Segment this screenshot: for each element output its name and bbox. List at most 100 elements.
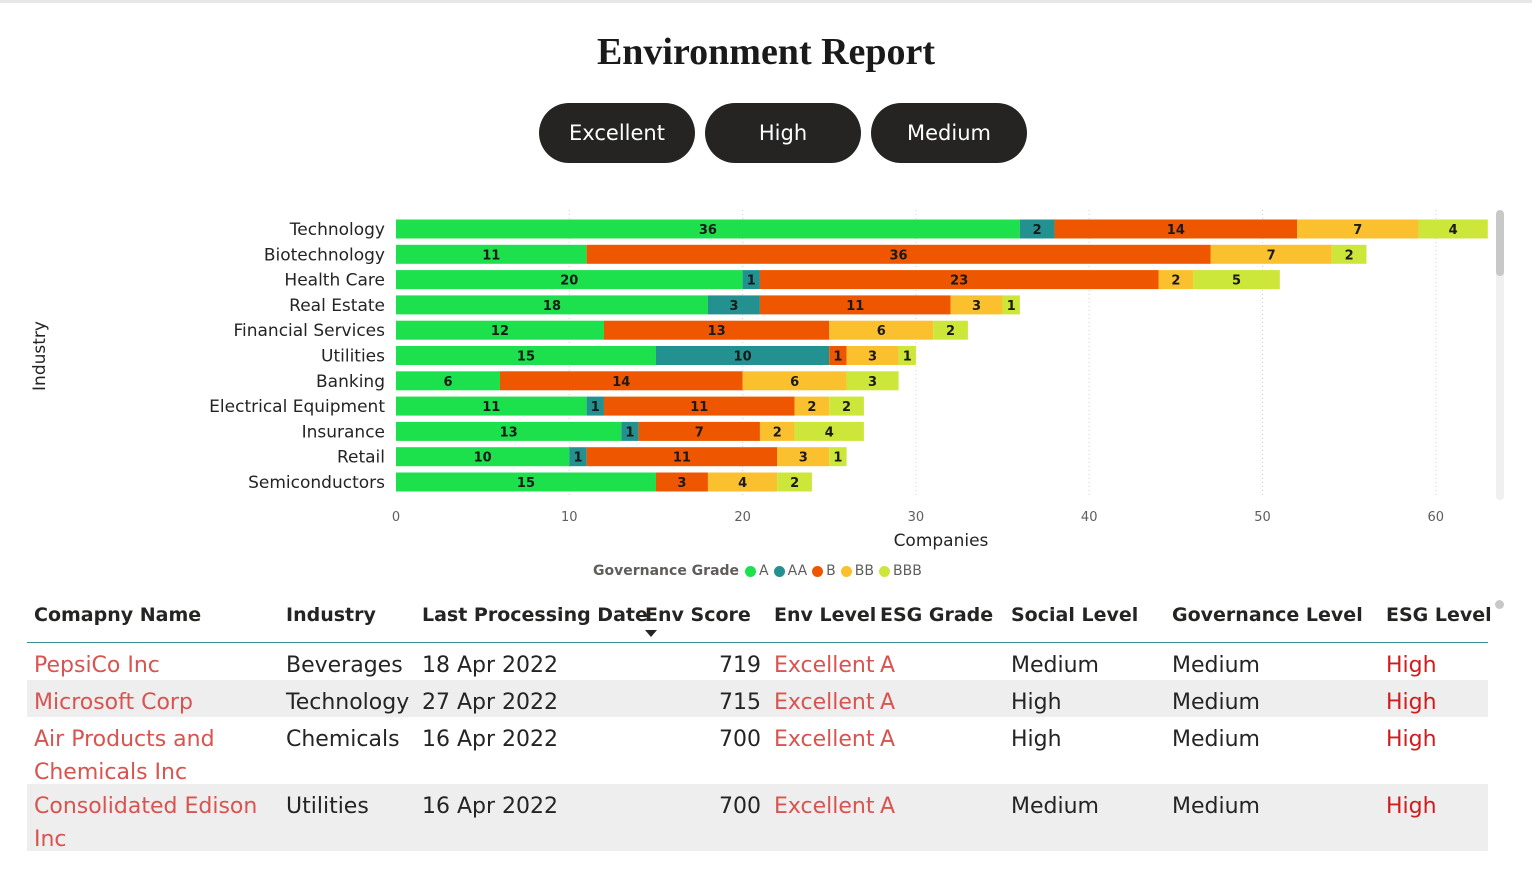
header-esg-grade[interactable]: ESG Grade xyxy=(880,604,994,626)
data-label: 1 xyxy=(573,451,582,466)
legend-item-a[interactable]: A xyxy=(745,563,769,579)
cell-company[interactable]: PepsiCo Inc xyxy=(34,649,160,682)
cell-esg-level: High xyxy=(1386,653,1437,678)
company-name-line: Chemicals Inc xyxy=(34,760,188,785)
data-label: 7 xyxy=(1267,248,1276,263)
bar-technology-b xyxy=(1054,219,1298,239)
data-label: 15 xyxy=(517,476,535,491)
data-label: 4 xyxy=(738,476,747,491)
cell-company[interactable]: Air Products and Chemicals Inc xyxy=(34,723,215,789)
industry-stacked-bar-chart: 0 10 20 30 40 50 60 Companies Industry Technology… xyxy=(30,210,1488,551)
bar-utilities-aa xyxy=(655,346,830,365)
data-label: 18 xyxy=(543,299,561,314)
data-label: 15 xyxy=(517,350,535,365)
data-label: 36 xyxy=(890,248,908,263)
cell-esg-grade: A xyxy=(880,794,896,819)
data-label: 11 xyxy=(482,248,500,263)
header-date[interactable]: Last Processing Date xyxy=(422,604,648,626)
cell-env-level: Excellent xyxy=(774,690,875,715)
header-governance-level[interactable]: Governance Level xyxy=(1172,604,1363,626)
legend-item-bbb[interactable]: BBB xyxy=(879,563,922,579)
data-label: 6 xyxy=(443,375,452,390)
header-env-level[interactable]: Env Level xyxy=(774,604,877,626)
data-label: 3 xyxy=(729,299,738,314)
bar-utilities-b xyxy=(829,346,847,365)
bar-banking-bbb xyxy=(846,371,899,391)
data-label: 10 xyxy=(474,451,492,466)
sort-descending-icon xyxy=(645,630,657,637)
cell-esg-grade: A xyxy=(880,653,896,678)
company-name-line: PepsiCo Inc xyxy=(34,653,160,678)
bar-banking-b xyxy=(499,371,743,391)
data-label: 4 xyxy=(1449,223,1458,238)
x-tick-label-20: 20 xyxy=(734,510,751,525)
data-label: 2 xyxy=(1033,223,1042,238)
x-axis-title: Companies xyxy=(894,531,989,551)
cell-industry: Chemicals xyxy=(286,727,400,752)
bar-insurance-a xyxy=(396,421,622,441)
bar-technology-bb xyxy=(1297,219,1419,239)
legend-item-aa[interactable]: AA xyxy=(773,563,807,579)
data-label: 7 xyxy=(695,425,704,440)
chart-scrollbar[interactable] xyxy=(1496,210,1504,500)
data-label: 11 xyxy=(482,400,500,415)
x-tick-label-40: 40 xyxy=(1081,510,1098,525)
filter-button-excellent[interactable]: Excellent xyxy=(539,103,695,163)
header-industry[interactable]: Industry xyxy=(286,604,376,626)
table-scroll-indicator[interactable] xyxy=(1495,600,1504,609)
data-label: 11 xyxy=(673,451,691,466)
bar-financial-services-bb xyxy=(829,320,934,340)
bar-insurance-aa xyxy=(621,421,639,441)
data-label: 1 xyxy=(591,400,600,415)
data-label: 14 xyxy=(612,375,630,390)
category-label-technology: Technology xyxy=(289,220,385,240)
category-label-banking: Banking xyxy=(316,372,385,392)
x-tick-label-60: 60 xyxy=(1428,510,1445,525)
cell-social-level: High xyxy=(1011,690,1062,715)
bar-insurance-bb xyxy=(759,421,795,441)
bar-technology-aa xyxy=(1019,219,1055,239)
data-label: 3 xyxy=(868,350,877,365)
table-body: PepsiCo Inc Beverages 18 Apr 2022 719 Excell… xyxy=(27,643,1488,852)
data-label: 2 xyxy=(1171,274,1180,289)
header-social-level[interactable]: Social Level xyxy=(1011,604,1139,626)
table-row[interactable]: Air Products and Chemicals Inc Chemicals 16… xyxy=(27,717,1488,785)
header-env-score[interactable]: Env Score xyxy=(645,604,751,626)
bar-technology-bbb xyxy=(1418,219,1488,239)
page-title: Environment Report xyxy=(596,31,936,73)
legend-dot-icon xyxy=(812,565,824,577)
header-company[interactable]: Comapny Name xyxy=(34,604,202,626)
bar-biotechnology-bb xyxy=(1210,244,1332,264)
bar-electrical-equipment-a xyxy=(396,396,587,416)
legend-label: A xyxy=(759,563,769,579)
bar-retail-b xyxy=(586,447,778,467)
bar-real-estate-bbb xyxy=(1002,295,1020,315)
data-label: 2 xyxy=(1345,248,1354,263)
legend-item-bb[interactable]: BB xyxy=(840,563,874,579)
bar-financial-services-a xyxy=(396,320,604,340)
filter-button-medium[interactable]: Medium xyxy=(871,103,1027,163)
cell-company[interactable]: Microsoft Corp xyxy=(34,686,193,719)
cell-esg-level: High xyxy=(1386,727,1437,752)
table-row[interactable]: PepsiCo Inc Beverages 18 Apr 2022 719 Excell… xyxy=(27,643,1488,680)
chart-scrollbar-thumb[interactable] xyxy=(1496,210,1504,276)
legend-item-b[interactable]: B xyxy=(812,563,836,579)
data-label: 2 xyxy=(790,476,799,491)
cell-company[interactable]: Consolidated Edison Inc xyxy=(34,790,257,856)
table-row[interactable]: Microsoft Corp Technology 27 Apr 2022 715 Ex… xyxy=(27,680,1488,717)
cell-governance-level: Medium xyxy=(1172,690,1260,715)
legend-title: Governance Grade xyxy=(593,563,740,579)
category-label-utilities: Utilities xyxy=(321,347,385,367)
table-header-row: Comapny Name Industry Last Processing Da… xyxy=(27,600,1492,643)
data-label: 3 xyxy=(677,476,686,491)
category-label-semiconductors: Semiconductors xyxy=(248,473,385,493)
cell-industry: Technology xyxy=(286,690,410,715)
header-esg-level[interactable]: ESG Level xyxy=(1386,604,1492,626)
filter-button-high[interactable]: High xyxy=(705,103,861,163)
bar-real-estate-a xyxy=(396,295,708,315)
cell-governance-level: Medium xyxy=(1172,727,1260,752)
company-name-line: Consolidated Edison xyxy=(34,794,258,819)
table-row[interactable]: Consolidated Edison Inc Utilities 16 Apr 20… xyxy=(27,784,1488,852)
cell-industry: Beverages xyxy=(286,653,403,678)
legend-dot-icon xyxy=(745,565,757,577)
